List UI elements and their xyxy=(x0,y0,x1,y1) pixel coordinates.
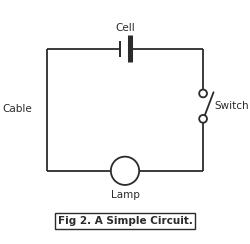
Text: Cell: Cell xyxy=(115,23,135,33)
Circle shape xyxy=(199,115,207,123)
Text: Lamp: Lamp xyxy=(110,190,140,200)
Text: Switch: Switch xyxy=(214,101,249,111)
Circle shape xyxy=(111,157,139,185)
Text: Fig 2. A Simple Circuit.: Fig 2. A Simple Circuit. xyxy=(58,216,192,226)
Text: Cable: Cable xyxy=(3,104,32,113)
Circle shape xyxy=(199,90,207,97)
